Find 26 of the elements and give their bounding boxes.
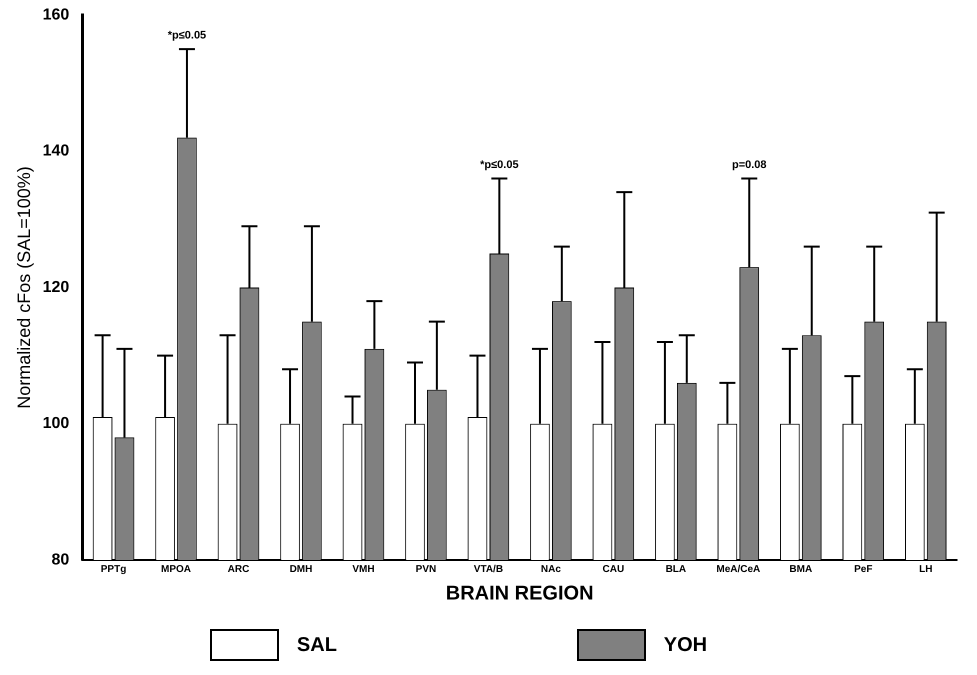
x-tick-label: DMH <box>290 564 312 575</box>
x-tick-label: PPTg <box>100 564 126 575</box>
x-tick-label: VMH <box>352 564 375 575</box>
legend-label: YOH <box>664 634 708 656</box>
x-axis-title: BRAIN REGION <box>446 582 594 605</box>
y-tick-label: 140 <box>42 142 70 160</box>
x-tick-label: BLA <box>666 564 686 575</box>
x-tick-label: MeA/CeA <box>716 564 760 575</box>
y-tick-label: 160 <box>42 6 70 24</box>
x-tick-label: PVN <box>416 564 436 575</box>
y-tick-label: 120 <box>42 278 70 296</box>
y-tick-label: 80 <box>52 551 70 568</box>
x-tick-label: ARC <box>228 564 250 575</box>
y-axis-title: Normalized cFos (SAL=100%) <box>14 166 34 409</box>
x-tick-label: PeF <box>854 564 872 575</box>
annotation: *p≤0.05 <box>168 30 206 42</box>
series-label: SAL <box>296 634 337 656</box>
annotation: p=0.08 <box>732 159 767 172</box>
x-tick-label: VTA/B <box>474 564 504 575</box>
x-tick-label: BMA <box>789 564 812 575</box>
x-tick-label: CAU <box>602 564 624 575</box>
y-tick-label: 100 <box>42 415 70 432</box>
x-tick-label: LH <box>919 564 932 575</box>
x-tick-label: NAc <box>540 564 562 575</box>
x-tick-label: MPOA <box>161 564 192 575</box>
annotation: *p≤0.05 <box>480 159 519 172</box>
